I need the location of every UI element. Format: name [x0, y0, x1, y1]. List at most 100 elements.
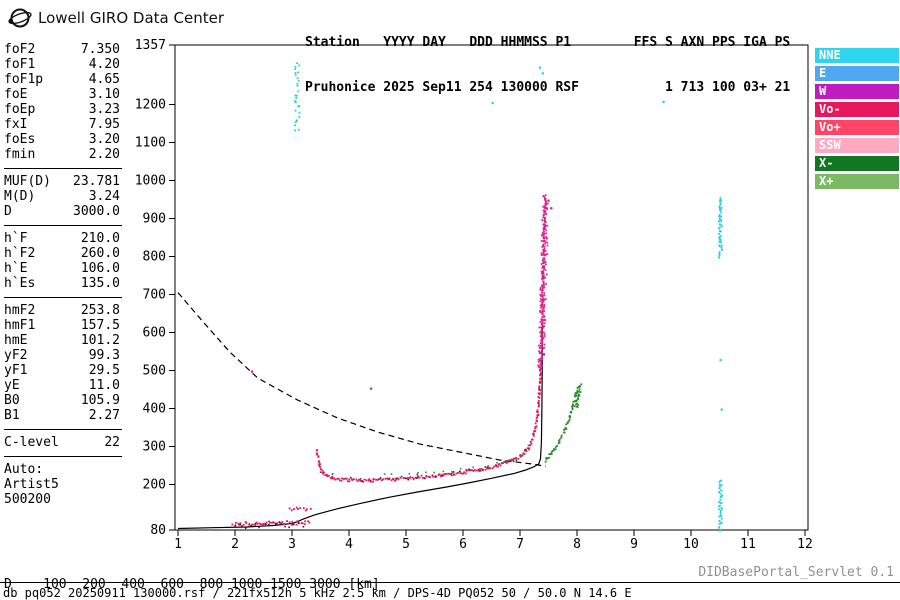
- x-tick-label: 7: [516, 537, 524, 552]
- y-tick-label: 800: [143, 250, 166, 265]
- panel-divider: [4, 219, 122, 226]
- param-row-foe: foE 3.10: [4, 87, 120, 102]
- param-row-he: h`E 106.0: [4, 261, 120, 276]
- legend-item-vo: Vo-: [815, 102, 899, 117]
- param-label: foF1: [4, 57, 36, 72]
- muf-distance-row: D 100 200 400 600 800 1000 1500 3000 [km…: [4, 577, 380, 592]
- footer-info: db pq052 20250911 130000.rsf / 221fx512h…: [3, 586, 632, 600]
- y-tick-label: 500: [143, 363, 166, 378]
- legend-item-w: W: [815, 84, 899, 99]
- param-label: Auto:: [4, 462, 44, 477]
- panel-divider: [4, 423, 122, 430]
- param-label: C-level: [4, 435, 59, 450]
- legend-item-x: X-: [815, 156, 899, 171]
- param-row-md: M(D) 3.24: [4, 189, 120, 204]
- y-tick-label: 400: [143, 401, 166, 416]
- param-row-auto: Auto:: [4, 462, 120, 477]
- param-value: 29.5: [88, 363, 120, 378]
- x-tick-label: 11: [740, 537, 756, 552]
- param-row-500200: 500200: [4, 492, 120, 507]
- param-row-b0: B0 105.9: [4, 393, 120, 408]
- param-value: 99.3: [88, 348, 120, 363]
- param-label: B0: [4, 393, 20, 408]
- series-interference-10-5mhz-lower: [718, 479, 723, 532]
- param-value: 101.2: [80, 333, 120, 348]
- param-label: Artist5: [4, 477, 59, 492]
- param-label: MUF(D): [4, 174, 51, 189]
- y-tick-label: 300: [143, 439, 166, 454]
- param-value: 106.0: [80, 261, 120, 276]
- param-label: foE: [4, 87, 28, 102]
- x-tick-label: 1: [174, 537, 182, 552]
- param-row-hf2: h`F2 260.0: [4, 246, 120, 261]
- legend-item-vo: Vo+: [815, 120, 899, 135]
- param-value: 22: [104, 435, 120, 450]
- param-row-foep: foEp 3.23: [4, 102, 120, 117]
- param-label: h`F: [4, 231, 28, 246]
- param-label: foEs: [4, 132, 36, 147]
- param-label: B1: [4, 408, 20, 423]
- param-label: hmF1: [4, 318, 36, 333]
- legend-item-nne: NNE: [815, 48, 899, 63]
- logo-text: Lowell GIRO Data Center: [38, 9, 224, 27]
- x-tick-label: 10: [683, 537, 699, 552]
- param-label: yF1: [4, 363, 28, 378]
- param-row-yf1: yF1 29.5: [4, 363, 120, 378]
- x-tick-label: 6: [459, 537, 467, 552]
- y-tick-label: 600: [143, 326, 166, 341]
- panel-divider: [4, 450, 122, 457]
- legend-item-e: E: [815, 66, 899, 81]
- param-row-b1: B1 2.27: [4, 408, 120, 423]
- legend-item-x: X+: [815, 174, 899, 189]
- param-value: 157.5: [80, 318, 120, 333]
- param-label: yF2: [4, 348, 28, 363]
- series-f-region-spread: [537, 195, 549, 374]
- param-label: 500200: [4, 492, 51, 507]
- param-value: 135.0: [80, 276, 120, 291]
- series-green-specks: [370, 387, 373, 390]
- station-header-line2: Pruhonice 2025 Sep11 254 130000 RSF 1 71…: [305, 80, 791, 95]
- param-row-hmf1: hmF1 157.5: [4, 318, 120, 333]
- y-tick-label: 1100: [135, 136, 166, 151]
- y-tick-label: 900: [143, 212, 166, 227]
- param-value: 260.0: [80, 246, 120, 261]
- x-tick-label: 8: [573, 537, 581, 552]
- param-row-hf: h`F 210.0: [4, 231, 120, 246]
- param-value: 3.20: [88, 132, 120, 147]
- param-row-d: D 3000.0: [4, 204, 120, 219]
- param-label: h`Es: [4, 276, 36, 291]
- param-row-foes: foEs 3.20: [4, 132, 120, 147]
- series-muf3000-transmission-curve: [177, 292, 546, 467]
- footer-divider: [0, 582, 900, 583]
- param-value: 105.9: [80, 393, 120, 408]
- param-row-hme: hmE 101.2: [4, 333, 120, 348]
- param-label: h`E: [4, 261, 28, 276]
- param-label: foF1p: [4, 72, 44, 87]
- y-tick-label: 1357: [135, 38, 166, 53]
- series-interference-3mhz: [294, 62, 301, 132]
- param-value: 4.65: [88, 72, 120, 87]
- y-tick-label: 200: [143, 477, 166, 492]
- param-value: 2.20: [88, 147, 120, 162]
- param-value: 7.95: [88, 117, 120, 132]
- x-tick-label: 9: [630, 537, 638, 552]
- series-x-trace: [544, 385, 580, 463]
- param-row-fof1: foF1 4.20: [4, 57, 120, 72]
- param-label: foEp: [4, 102, 36, 117]
- param-label: hmE: [4, 333, 28, 348]
- x-tick-label: 2: [231, 537, 239, 552]
- param-value: 3.23: [88, 102, 120, 117]
- param-row-fof1p: foF1p 4.65: [4, 72, 120, 87]
- param-label: M(D): [4, 189, 36, 204]
- y-tick-label: 80: [150, 523, 166, 538]
- x-tick-label: 12: [797, 537, 813, 552]
- param-row-mufd: MUF(D) 23.781: [4, 174, 120, 189]
- param-row-yf2: yF2 99.3: [4, 348, 120, 363]
- param-value: 210.0: [80, 231, 120, 246]
- param-value: 3000.0: [73, 204, 120, 219]
- param-label: foF2: [4, 42, 36, 57]
- param-row-clevel: C-level 22: [4, 435, 120, 450]
- series-o-trace-es: [288, 506, 312, 512]
